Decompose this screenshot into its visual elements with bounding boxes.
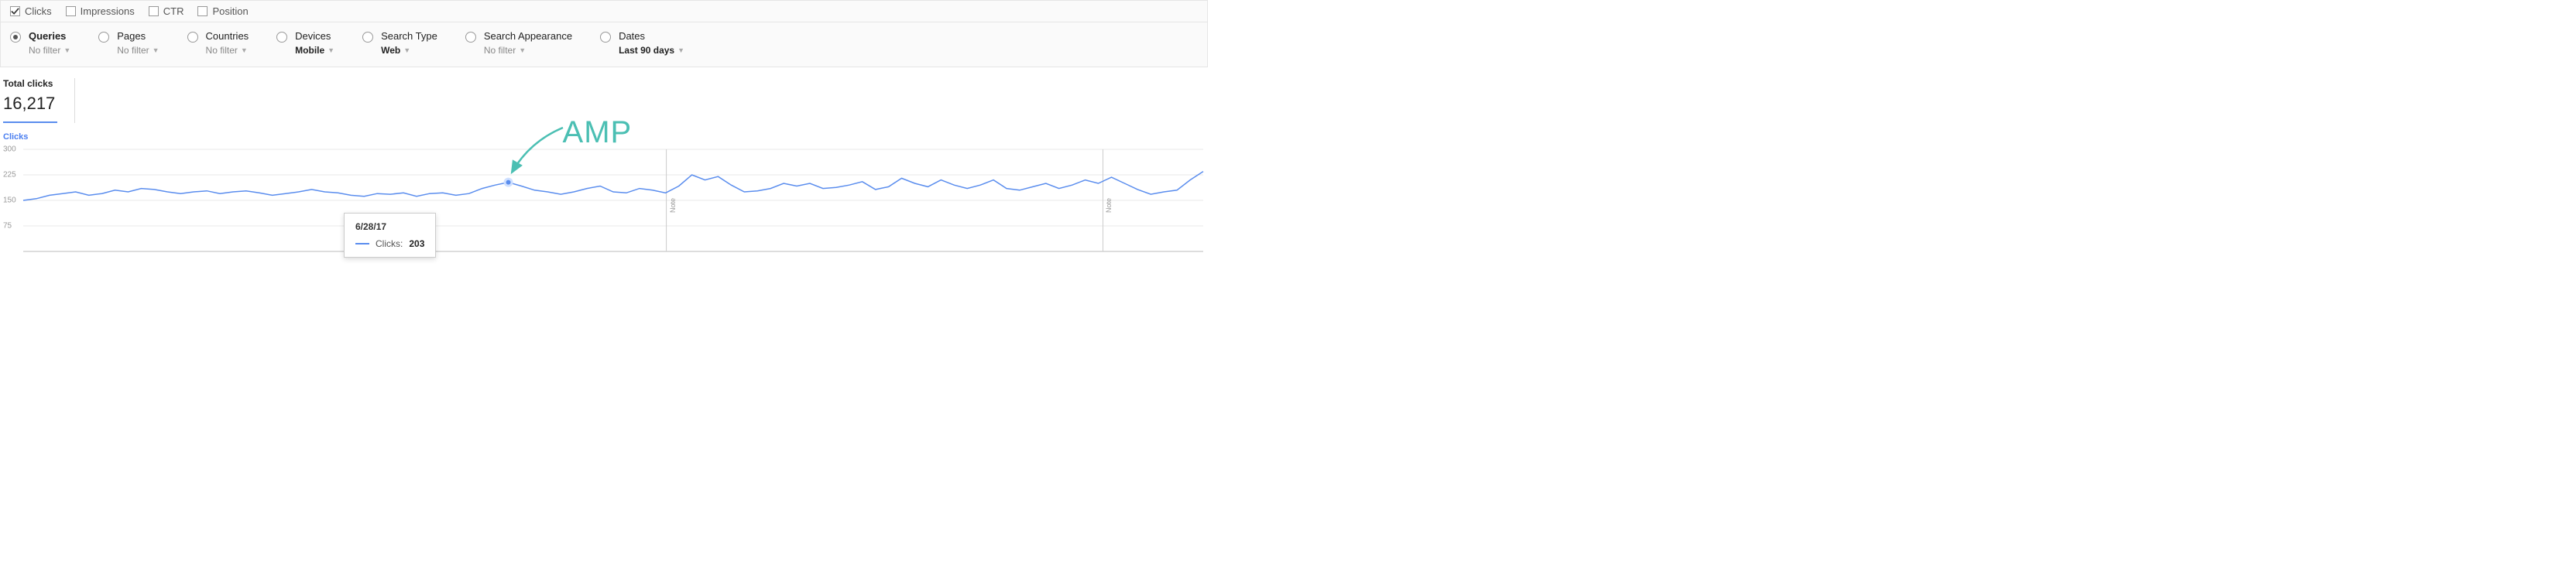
y-axis-label: 150	[3, 197, 16, 205]
dim-sub[interactable]: Mobile▼	[295, 45, 334, 56]
tooltip-date: 6/28/17	[355, 221, 424, 232]
summary-underline	[3, 121, 57, 123]
y-axis-label: 225	[3, 171, 16, 179]
summary-total-clicks: Total clicks 16,217	[3, 78, 71, 123]
radio-icon	[362, 32, 373, 43]
caret-down-icon: ▼	[328, 46, 334, 54]
summary-value: 16,217	[3, 94, 57, 114]
tooltip-swatch	[355, 243, 369, 244]
tooltip-value: 203	[409, 238, 424, 249]
dim-sub[interactable]: Web▼	[381, 45, 437, 56]
metric-position[interactable]: Position	[197, 5, 248, 17]
caret-down-icon: ▼	[63, 46, 70, 54]
radio-icon	[187, 32, 198, 43]
metric-impressions[interactable]: Impressions	[66, 5, 135, 17]
chart-tooltip: 6/28/17 Clicks: 203	[344, 213, 436, 258]
dim-sub[interactable]: No filter▼	[206, 45, 249, 56]
y-axis-label: 75	[3, 222, 12, 231]
tooltip-series-label: Clicks:	[376, 238, 403, 249]
dim-title: Dates	[619, 30, 684, 42]
dim-countries[interactable]: Countries No filter▼	[187, 30, 249, 56]
dim-title: Search Type	[381, 30, 437, 42]
check-icon	[10, 6, 20, 16]
radio-icon	[465, 32, 476, 43]
dim-sub[interactable]: No filter▼	[484, 45, 572, 56]
metric-label: Position	[212, 5, 248, 17]
caret-down-icon: ▼	[153, 46, 159, 54]
caret-down-icon: ▼	[241, 46, 248, 54]
dim-title: Countries	[206, 30, 249, 42]
dim-sub[interactable]: No filter▼	[117, 45, 159, 56]
dim-sub[interactable]: Last 90 days▼	[619, 45, 684, 56]
checkbox-icon	[149, 6, 159, 16]
caret-down-icon: ▼	[677, 46, 684, 54]
dim-dates[interactable]: Dates Last 90 days▼	[600, 30, 684, 56]
dim-search-appearance[interactable]: Search Appearance No filter▼	[465, 30, 572, 56]
y-axis-label: 300	[3, 145, 16, 153]
metric-clicks[interactable]: Clicks	[10, 5, 52, 17]
divider	[74, 78, 75, 123]
checkbox-icon	[197, 6, 208, 16]
note-label: Note	[1105, 198, 1113, 213]
metric-ctr[interactable]: CTR	[149, 5, 184, 17]
dim-devices[interactable]: Devices Mobile▼	[276, 30, 334, 56]
dimension-row: Queries No filter▼ Pages No filter▼ Coun…	[1, 22, 1207, 67]
line-chart-svg	[3, 146, 1205, 255]
checkbox-icon	[66, 6, 76, 16]
dim-title: Pages	[117, 30, 159, 42]
caret-down-icon: ▼	[519, 46, 526, 54]
dim-sub[interactable]: No filter▼	[29, 45, 70, 56]
summary-label: Total clicks	[3, 78, 57, 89]
dim-title: Queries	[29, 30, 70, 42]
caret-down-icon: ▼	[403, 46, 410, 54]
radio-icon	[600, 32, 611, 43]
radio-icon	[276, 32, 287, 43]
filter-bar: Clicks Impressions CTR Position Queries …	[0, 0, 1208, 67]
metric-label: CTR	[163, 5, 184, 17]
dim-pages[interactable]: Pages No filter▼	[98, 30, 159, 56]
dim-title: Devices	[295, 30, 334, 42]
radio-icon	[10, 32, 21, 43]
metric-row: Clicks Impressions CTR Position	[1, 1, 1207, 22]
radio-icon	[98, 32, 109, 43]
metric-label: Impressions	[81, 5, 135, 17]
note-label: Note	[669, 198, 677, 213]
chart[interactable]: AMP 6/28/17 Clicks: 203 75150225300NoteN…	[3, 146, 1205, 255]
chart-container: Clicks AMP 6/28/17 Clicks: 203 751502253…	[0, 123, 1208, 255]
dim-queries[interactable]: Queries No filter▼	[10, 30, 70, 56]
dim-title: Search Appearance	[484, 30, 572, 42]
dim-search-type[interactable]: Search Type Web▼	[362, 30, 437, 56]
annotation-arrow	[503, 126, 588, 188]
metric-label: Clicks	[25, 5, 52, 17]
